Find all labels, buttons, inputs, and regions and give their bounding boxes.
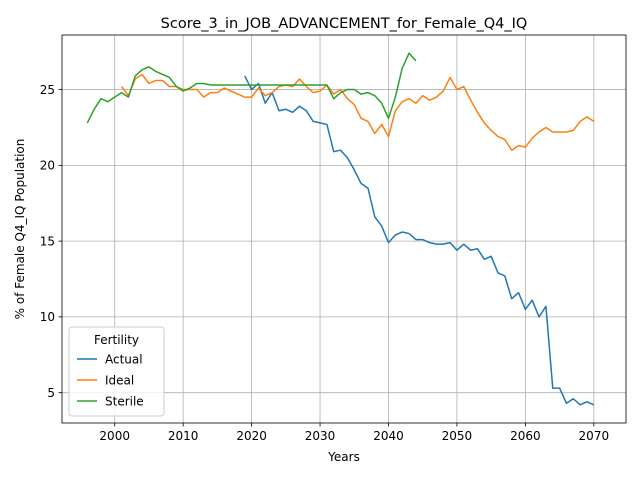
x-tick-label: 2020 bbox=[236, 429, 267, 443]
y-tick-label: 20 bbox=[40, 159, 55, 173]
legend-title: Fertility bbox=[94, 333, 139, 347]
legend-box bbox=[68, 326, 165, 417]
legend-label-sterile: Sterile bbox=[105, 394, 144, 408]
x-tick-label: 2070 bbox=[579, 429, 610, 443]
legend: Fertility Actual Ideal Sterile bbox=[68, 326, 165, 417]
y-tick-label: 10 bbox=[40, 310, 55, 324]
x-tick-label: 2000 bbox=[99, 429, 130, 443]
series-lines bbox=[86, 52, 595, 406]
legend-label-ideal: Ideal bbox=[105, 373, 134, 387]
plot-area-frame bbox=[61, 34, 627, 424]
x-tick-label: 2030 bbox=[305, 429, 336, 443]
series-line-sterile bbox=[86, 52, 417, 124]
legend-label-actual: Actual bbox=[105, 352, 143, 366]
chart-title: Score_3_in_JOB_ADVANCEMENT_for_Female_Q4… bbox=[161, 16, 528, 32]
y-tick-label: 5 bbox=[47, 386, 55, 400]
x-tick-label: 2010 bbox=[168, 429, 199, 443]
y-axis-label: % of Female Q4_IQ Population bbox=[13, 139, 27, 320]
x-tick-label: 2060 bbox=[510, 429, 541, 443]
series-line-ideal bbox=[120, 73, 595, 151]
x-tick-label: 2050 bbox=[442, 429, 473, 443]
x-tick-label: 2040 bbox=[373, 429, 404, 443]
series-line-actual bbox=[244, 75, 595, 406]
x-axis-label: Years bbox=[327, 450, 360, 464]
axis-ticks: 2000 2010 2020 2030 2040 2050 2060 2070 5 10 15 20 2… bbox=[40, 83, 609, 443]
y-tick-label: 25 bbox=[40, 83, 55, 97]
y-tick-label: 15 bbox=[40, 234, 55, 248]
